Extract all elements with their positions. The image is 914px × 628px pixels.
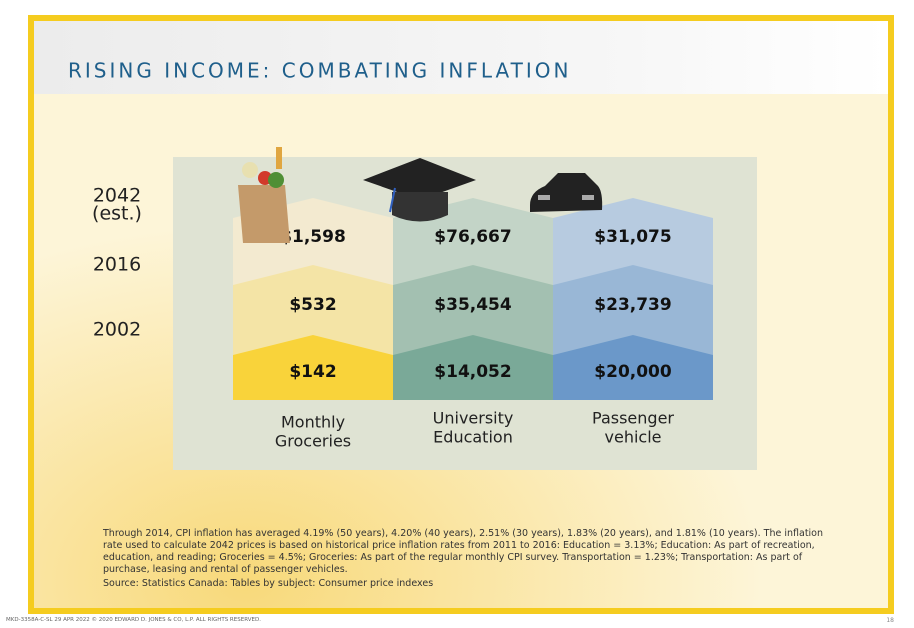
groceries-icon: [238, 147, 290, 243]
row-label: (est.): [92, 203, 142, 225]
column-label: University: [433, 409, 514, 428]
band: [233, 335, 393, 400]
car-icon: [530, 173, 603, 212]
page-number: 18: [886, 617, 894, 624]
footnote: Through 2014, CPI inflation has averaged…: [103, 528, 824, 575]
footnote-block: Through 2014, CPI inflation has averaged…: [103, 528, 828, 590]
column-label: Education: [433, 428, 513, 447]
title-band: [34, 21, 888, 94]
source: Source: Statistics Canada: Tables by sub…: [103, 578, 434, 589]
row-label: 2042: [93, 185, 141, 207]
row-labels: 2042(est.) 2016 2002: [92, 185, 142, 341]
title: RISING INCOME: COMBATING INFLATION: [68, 59, 571, 83]
row-label: 2002: [93, 319, 141, 341]
column-label: Monthly: [281, 413, 345, 432]
band: [393, 335, 553, 400]
row-label: 2016: [93, 254, 141, 276]
column-label: Groceries: [275, 432, 351, 451]
column-label: vehicle: [605, 428, 662, 447]
band: [553, 335, 713, 400]
value-label: $35,454: [434, 295, 512, 315]
value-label: $142: [289, 362, 336, 382]
value-label: $1,598: [280, 227, 346, 247]
footer: MKD-3358A-C-SL 29 APR 2022 © 2020 EDWARD…: [6, 617, 261, 623]
value-label: $532: [289, 295, 336, 315]
column-label: Passenger: [592, 409, 674, 428]
value-label: $76,667: [434, 227, 511, 247]
value-label: $23,739: [594, 295, 671, 315]
value-label: $31,075: [594, 227, 671, 247]
value-label: $20,000: [594, 362, 672, 382]
value-label: $14,052: [434, 362, 511, 382]
cap-icon: [363, 158, 476, 222]
